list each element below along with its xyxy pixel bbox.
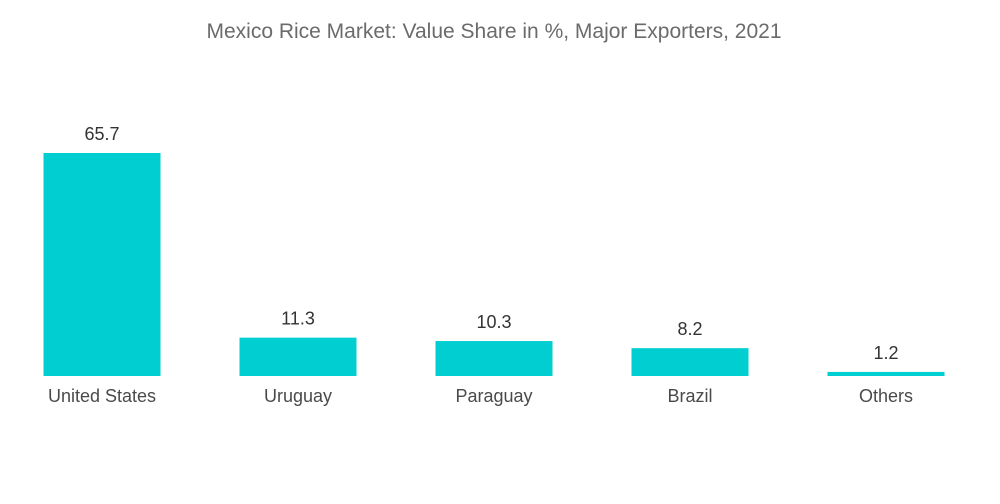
category-label-paraguay: Paraguay: [455, 386, 532, 406]
value-label-brazil: 8.2: [677, 319, 702, 339]
value-label-uruguay: 11.3: [281, 309, 315, 329]
bar-brazil: [631, 348, 749, 376]
value-label-united-states: 65.7: [84, 124, 119, 144]
value-label-others: 1.2: [873, 343, 898, 363]
category-label-others: Others: [859, 386, 913, 406]
value-label-paraguay: 10.3: [476, 312, 511, 332]
bar-others: [827, 371, 945, 376]
bar-paraguay: [435, 341, 553, 376]
category-label-united-states: United States: [48, 386, 156, 406]
bar-united-states: [43, 153, 161, 376]
chart-title: Mexico Rice Market: Value Share in %, Ma…: [206, 20, 781, 43]
bars-group: [43, 153, 945, 376]
category-label-uruguay: Uruguay: [264, 386, 332, 406]
category-labels-group: United States Uruguay Paraguay Brazil Others: [48, 386, 913, 406]
value-labels-group: 65.7 11.3 10.3 8.2 1.2: [84, 124, 898, 363]
category-label-brazil: Brazil: [667, 386, 712, 406]
bar-uruguay: [239, 337, 357, 376]
